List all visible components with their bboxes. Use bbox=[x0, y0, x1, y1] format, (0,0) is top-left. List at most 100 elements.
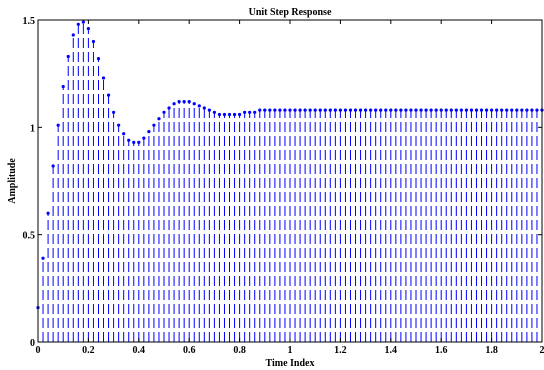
data-point bbox=[187, 99, 191, 104]
data-point bbox=[530, 108, 534, 112]
x-tick-label: 0 bbox=[36, 345, 41, 356]
data-point bbox=[429, 108, 433, 112]
data-point bbox=[177, 99, 181, 104]
data-point bbox=[96, 57, 101, 61]
data-point bbox=[424, 108, 428, 112]
x-tick-label: 1 bbox=[288, 345, 293, 356]
data-point bbox=[338, 108, 342, 112]
x-tick-label: 1.6 bbox=[435, 345, 448, 356]
data-point bbox=[495, 108, 499, 112]
x-tick-label: 1.8 bbox=[485, 345, 498, 356]
stem-series bbox=[36, 20, 544, 342]
data-point bbox=[484, 108, 489, 112]
data-point bbox=[374, 108, 378, 112]
data-point bbox=[81, 20, 85, 24]
data-point bbox=[434, 108, 438, 112]
y-axis-label: Amplitude bbox=[7, 158, 18, 204]
data-point bbox=[112, 110, 116, 114]
data-point bbox=[41, 256, 45, 260]
data-point bbox=[61, 84, 65, 89]
data-point bbox=[101, 76, 106, 80]
data-point bbox=[122, 132, 126, 136]
x-tick-label: 1.2 bbox=[334, 345, 347, 356]
data-point bbox=[369, 108, 373, 112]
data-point bbox=[258, 108, 262, 112]
data-point bbox=[409, 108, 413, 112]
data-point bbox=[298, 108, 302, 112]
x-tick-label: 1.4 bbox=[385, 345, 398, 356]
data-point bbox=[520, 108, 524, 112]
data-point bbox=[328, 108, 332, 112]
data-point bbox=[76, 22, 80, 26]
data-point bbox=[389, 108, 393, 112]
data-point bbox=[490, 108, 494, 112]
data-point bbox=[333, 108, 337, 112]
data-point bbox=[91, 39, 96, 44]
data-point bbox=[202, 106, 206, 110]
data-point bbox=[313, 108, 317, 112]
data-point bbox=[243, 110, 247, 114]
data-point bbox=[132, 140, 136, 144]
data-point bbox=[207, 108, 211, 112]
data-point bbox=[474, 108, 479, 112]
data-point bbox=[394, 108, 398, 112]
data-point bbox=[253, 110, 257, 114]
data-point bbox=[222, 112, 227, 117]
data-point bbox=[379, 108, 383, 112]
data-point bbox=[414, 108, 418, 112]
data-point bbox=[56, 123, 60, 127]
data-point bbox=[449, 108, 453, 112]
data-point bbox=[217, 112, 222, 117]
data-point bbox=[152, 123, 156, 127]
y-axis: 0 0.5 1 1.5 bbox=[23, 16, 542, 349]
data-point bbox=[51, 164, 55, 168]
data-point bbox=[268, 108, 272, 112]
data-point bbox=[147, 130, 151, 134]
data-point bbox=[162, 110, 166, 114]
data-point bbox=[283, 108, 287, 112]
x-tick-label: 2 bbox=[540, 345, 544, 356]
x-axis-label: Time Index bbox=[266, 358, 315, 369]
data-point bbox=[212, 110, 216, 114]
data-point bbox=[500, 108, 504, 112]
x-tick-label: 0.6 bbox=[183, 345, 196, 356]
x-tick-label: 0.4 bbox=[133, 345, 146, 356]
data-point bbox=[454, 108, 458, 112]
data-point bbox=[273, 108, 277, 112]
data-point bbox=[127, 138, 131, 142]
data-point bbox=[399, 108, 403, 112]
data-point bbox=[227, 112, 232, 117]
data-point bbox=[263, 108, 267, 112]
data-point bbox=[444, 108, 448, 112]
data-point bbox=[464, 108, 468, 112]
x-tick-label: 0.8 bbox=[233, 345, 246, 356]
data-point bbox=[419, 108, 423, 112]
data-point bbox=[248, 110, 252, 114]
data-point bbox=[172, 102, 176, 106]
data-point bbox=[535, 108, 539, 112]
data-point bbox=[142, 136, 146, 140]
chart-title: Unit Step Response bbox=[249, 7, 332, 18]
data-point bbox=[278, 108, 282, 112]
data-point bbox=[353, 108, 358, 112]
data-point bbox=[167, 106, 171, 110]
x-tick-label: 0.2 bbox=[82, 345, 95, 356]
data-point bbox=[303, 108, 307, 112]
data-point bbox=[293, 108, 297, 112]
data-point bbox=[469, 108, 474, 112]
data-point bbox=[515, 108, 519, 112]
data-point bbox=[137, 140, 141, 144]
data-point bbox=[182, 99, 186, 104]
data-point bbox=[343, 108, 348, 112]
data-point bbox=[525, 108, 529, 112]
data-point bbox=[384, 108, 388, 112]
data-point bbox=[71, 33, 75, 37]
x-axis: 0 0.2 0.4 0.6 0.8 1 1.2 1.4 1.6 1.8 2 bbox=[36, 20, 544, 356]
data-point bbox=[197, 104, 201, 108]
data-point bbox=[66, 54, 70, 59]
data-point bbox=[439, 108, 443, 112]
y-tick-label: 0.5 bbox=[23, 231, 36, 242]
data-point bbox=[86, 26, 90, 31]
data-point bbox=[358, 108, 363, 112]
